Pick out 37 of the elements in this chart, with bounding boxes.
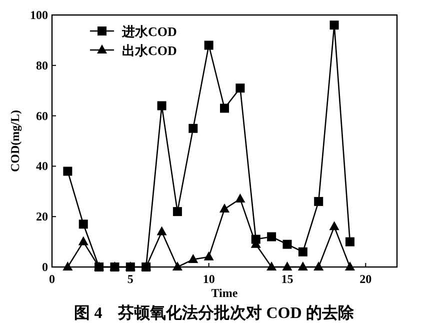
point [345, 237, 354, 246]
y-tick-label: 100 [30, 8, 48, 22]
point [298, 247, 308, 256]
y-axis-title: COD(mg/L) [8, 110, 22, 172]
point [329, 221, 340, 230]
point [330, 20, 339, 30]
point [157, 101, 166, 110]
point [204, 251, 214, 260]
point [188, 124, 198, 133]
point [282, 262, 292, 270]
point [220, 104, 229, 113]
text: 图 4 芬顿氧化法分批次对 COD 的去除 [74, 304, 355, 322]
point [172, 207, 182, 216]
y-tick-label: 80 [36, 58, 48, 72]
legend-label: 进水COD [121, 24, 177, 39]
x-axis-title: Time [211, 286, 238, 300]
y-tick-label: 60 [36, 108, 48, 123]
x-tick-label: 5 [127, 272, 134, 286]
point [267, 232, 276, 242]
point [220, 204, 230, 213]
y-tick-label: 40 [36, 159, 48, 174]
x-tick-label: 20 [360, 272, 372, 286]
point [63, 166, 72, 176]
point [235, 193, 246, 202]
x-tick-label: 10 [202, 272, 215, 286]
legend-label: 出水COD [122, 43, 177, 58]
y-tick-label: 0 [42, 260, 48, 274]
point [314, 196, 324, 206]
x-tick-label: 15 [281, 272, 294, 286]
point [282, 240, 292, 249]
point [78, 220, 88, 229]
point [204, 40, 214, 50]
y-tick-label: 20 [36, 210, 48, 224]
point [156, 226, 167, 236]
point [236, 84, 245, 93]
point [78, 236, 88, 246]
point [188, 254, 198, 263]
